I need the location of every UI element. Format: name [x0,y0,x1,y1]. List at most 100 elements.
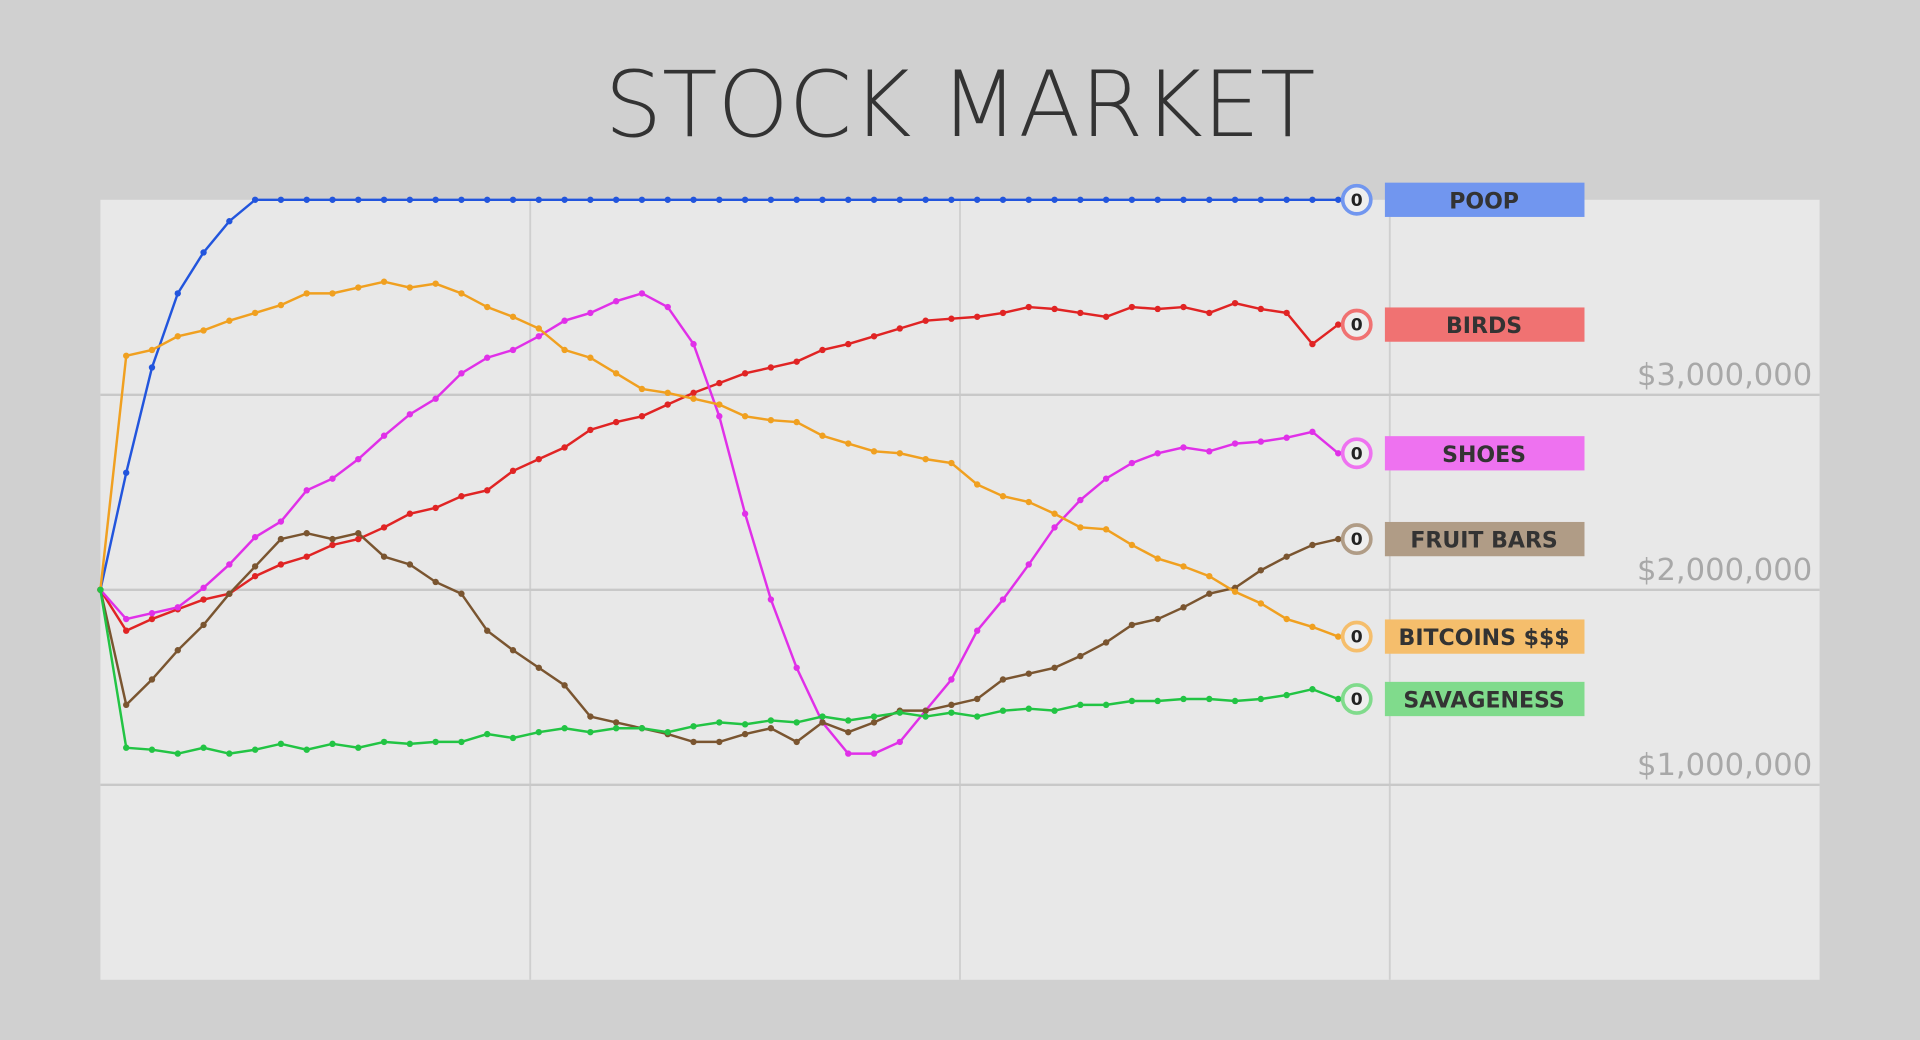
data-point [793,418,800,426]
data-point [1309,340,1316,348]
data-point [406,411,414,418]
data-point [1102,639,1110,646]
data-point [303,290,310,297]
data-point [767,596,775,603]
data-point [561,346,568,354]
data-point [1206,196,1213,203]
data-point [355,284,362,291]
data-point [432,196,439,203]
data-point [329,541,336,549]
data-point [716,719,723,726]
chart-title: STOCK MARKET [605,53,1316,158]
data-point [1206,695,1213,703]
data-point [535,728,542,736]
data-point [458,493,465,500]
data-point [277,518,285,525]
data-point [793,358,800,365]
data-point [380,196,388,203]
data-point [277,196,285,203]
legend-label: BITCOINS $$$ [1399,626,1570,651]
data-point [845,340,852,348]
data-point [1102,701,1110,709]
data-point [716,413,723,420]
data-point [587,309,594,317]
data-point [432,280,439,287]
data-point [819,432,826,439]
data-point [406,740,414,748]
data-point [767,364,775,371]
data-point [509,734,517,742]
data-point [845,717,852,724]
data-point [1309,686,1316,693]
legend-box [1384,681,1585,717]
data-point [1283,196,1290,203]
data-point [329,196,336,203]
data-point [741,510,749,517]
data-point [458,590,465,597]
data-point [587,426,594,434]
data-point [484,354,491,361]
data-point [741,730,749,738]
data-point [251,196,259,203]
data-point [329,740,336,748]
data-point [1180,563,1187,570]
data-point [922,713,929,720]
data-point [845,750,852,757]
data-point [509,467,517,475]
data-point [1025,303,1032,311]
data-point [716,738,723,746]
data-point [251,572,259,580]
data-point [638,290,646,297]
data-point [277,561,285,568]
data-point [1335,450,1342,457]
data-point [767,196,775,203]
data-point [845,196,852,203]
data-point [716,379,723,387]
data-point [1025,561,1032,568]
data-point [277,301,285,309]
data-point [870,196,878,203]
data-point [974,713,981,720]
legend-label: FRUIT BARS [1410,529,1557,554]
data-point [870,448,878,455]
data-point [948,459,955,467]
data-point [870,333,878,340]
data-point [484,487,491,494]
data-point [1128,196,1136,203]
data-point [974,481,981,488]
data-point [1102,313,1110,320]
data-point [484,303,491,311]
data-point [1231,697,1239,705]
data-point [1335,695,1342,703]
data-point [896,325,904,332]
data-point [226,561,233,568]
data-point [896,450,904,457]
legend-label: BIRDS [1446,314,1522,339]
y-tick-label: $2,000,000 [1637,553,1812,588]
data-point [1206,590,1213,597]
data-point [974,313,981,320]
data-point [148,746,156,753]
data-point [535,455,542,463]
data-point [948,709,955,716]
data-point [355,455,362,463]
legend-label: SAVAGENESS [1403,689,1564,714]
data-point [999,493,1007,500]
data-point [612,298,620,305]
legend-box [1384,307,1585,342]
data-point [690,196,697,203]
data-point [870,713,878,720]
score: 0 [1351,191,1363,211]
data-point [1257,438,1265,445]
data-point [509,196,517,203]
data-point [587,713,594,720]
data-point [355,744,362,751]
score: 0 [1351,530,1363,550]
data-point [741,370,749,377]
data-point [1077,309,1084,317]
data-point [432,504,439,512]
data-point [974,627,981,634]
data-point [200,327,207,334]
data-point [277,740,285,748]
data-point [1206,572,1213,580]
